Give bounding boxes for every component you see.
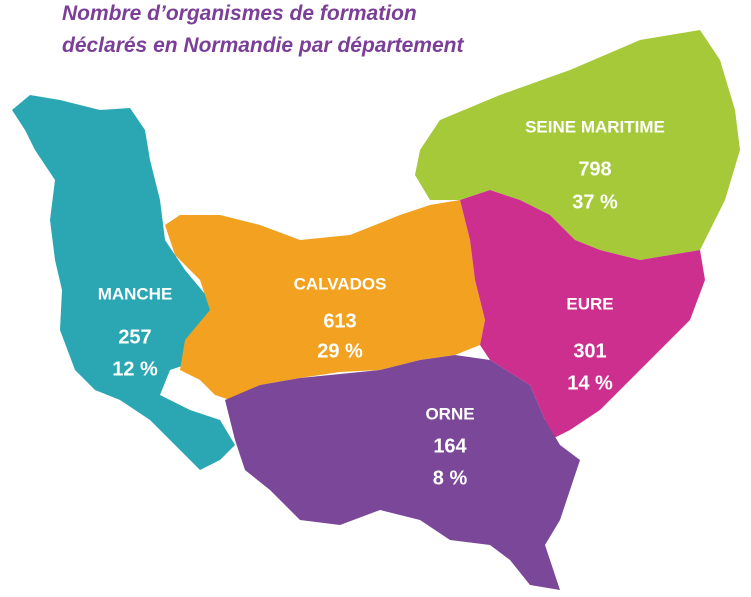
region-shape	[460, 190, 705, 440]
region-name: MANCHE	[98, 284, 173, 303]
region-name: CALVADOS	[294, 274, 387, 293]
region-shape	[415, 30, 740, 260]
region-share: 37 %	[572, 191, 618, 213]
region-name: ORNE	[425, 404, 474, 423]
region-name: SEINE MARITIME	[525, 117, 665, 136]
region-share: 29 %	[317, 340, 363, 362]
region-share: 12 %	[112, 358, 158, 380]
region-share: 8 %	[433, 467, 468, 489]
region-name: EURE	[566, 294, 613, 313]
region-count: 301	[573, 340, 606, 362]
region-count: 164	[433, 435, 467, 457]
region-share: 14 %	[567, 372, 613, 394]
region-shape	[12, 95, 235, 470]
region-shape	[165, 200, 485, 400]
region-count: 257	[118, 326, 151, 348]
region-count: 798	[578, 158, 611, 180]
region-count: 613	[323, 310, 356, 332]
region-shape	[225, 355, 580, 590]
title-line: déclarés en Normandie par département	[62, 34, 464, 57]
title-line: Nombre d’organismes de formation	[62, 2, 417, 25]
